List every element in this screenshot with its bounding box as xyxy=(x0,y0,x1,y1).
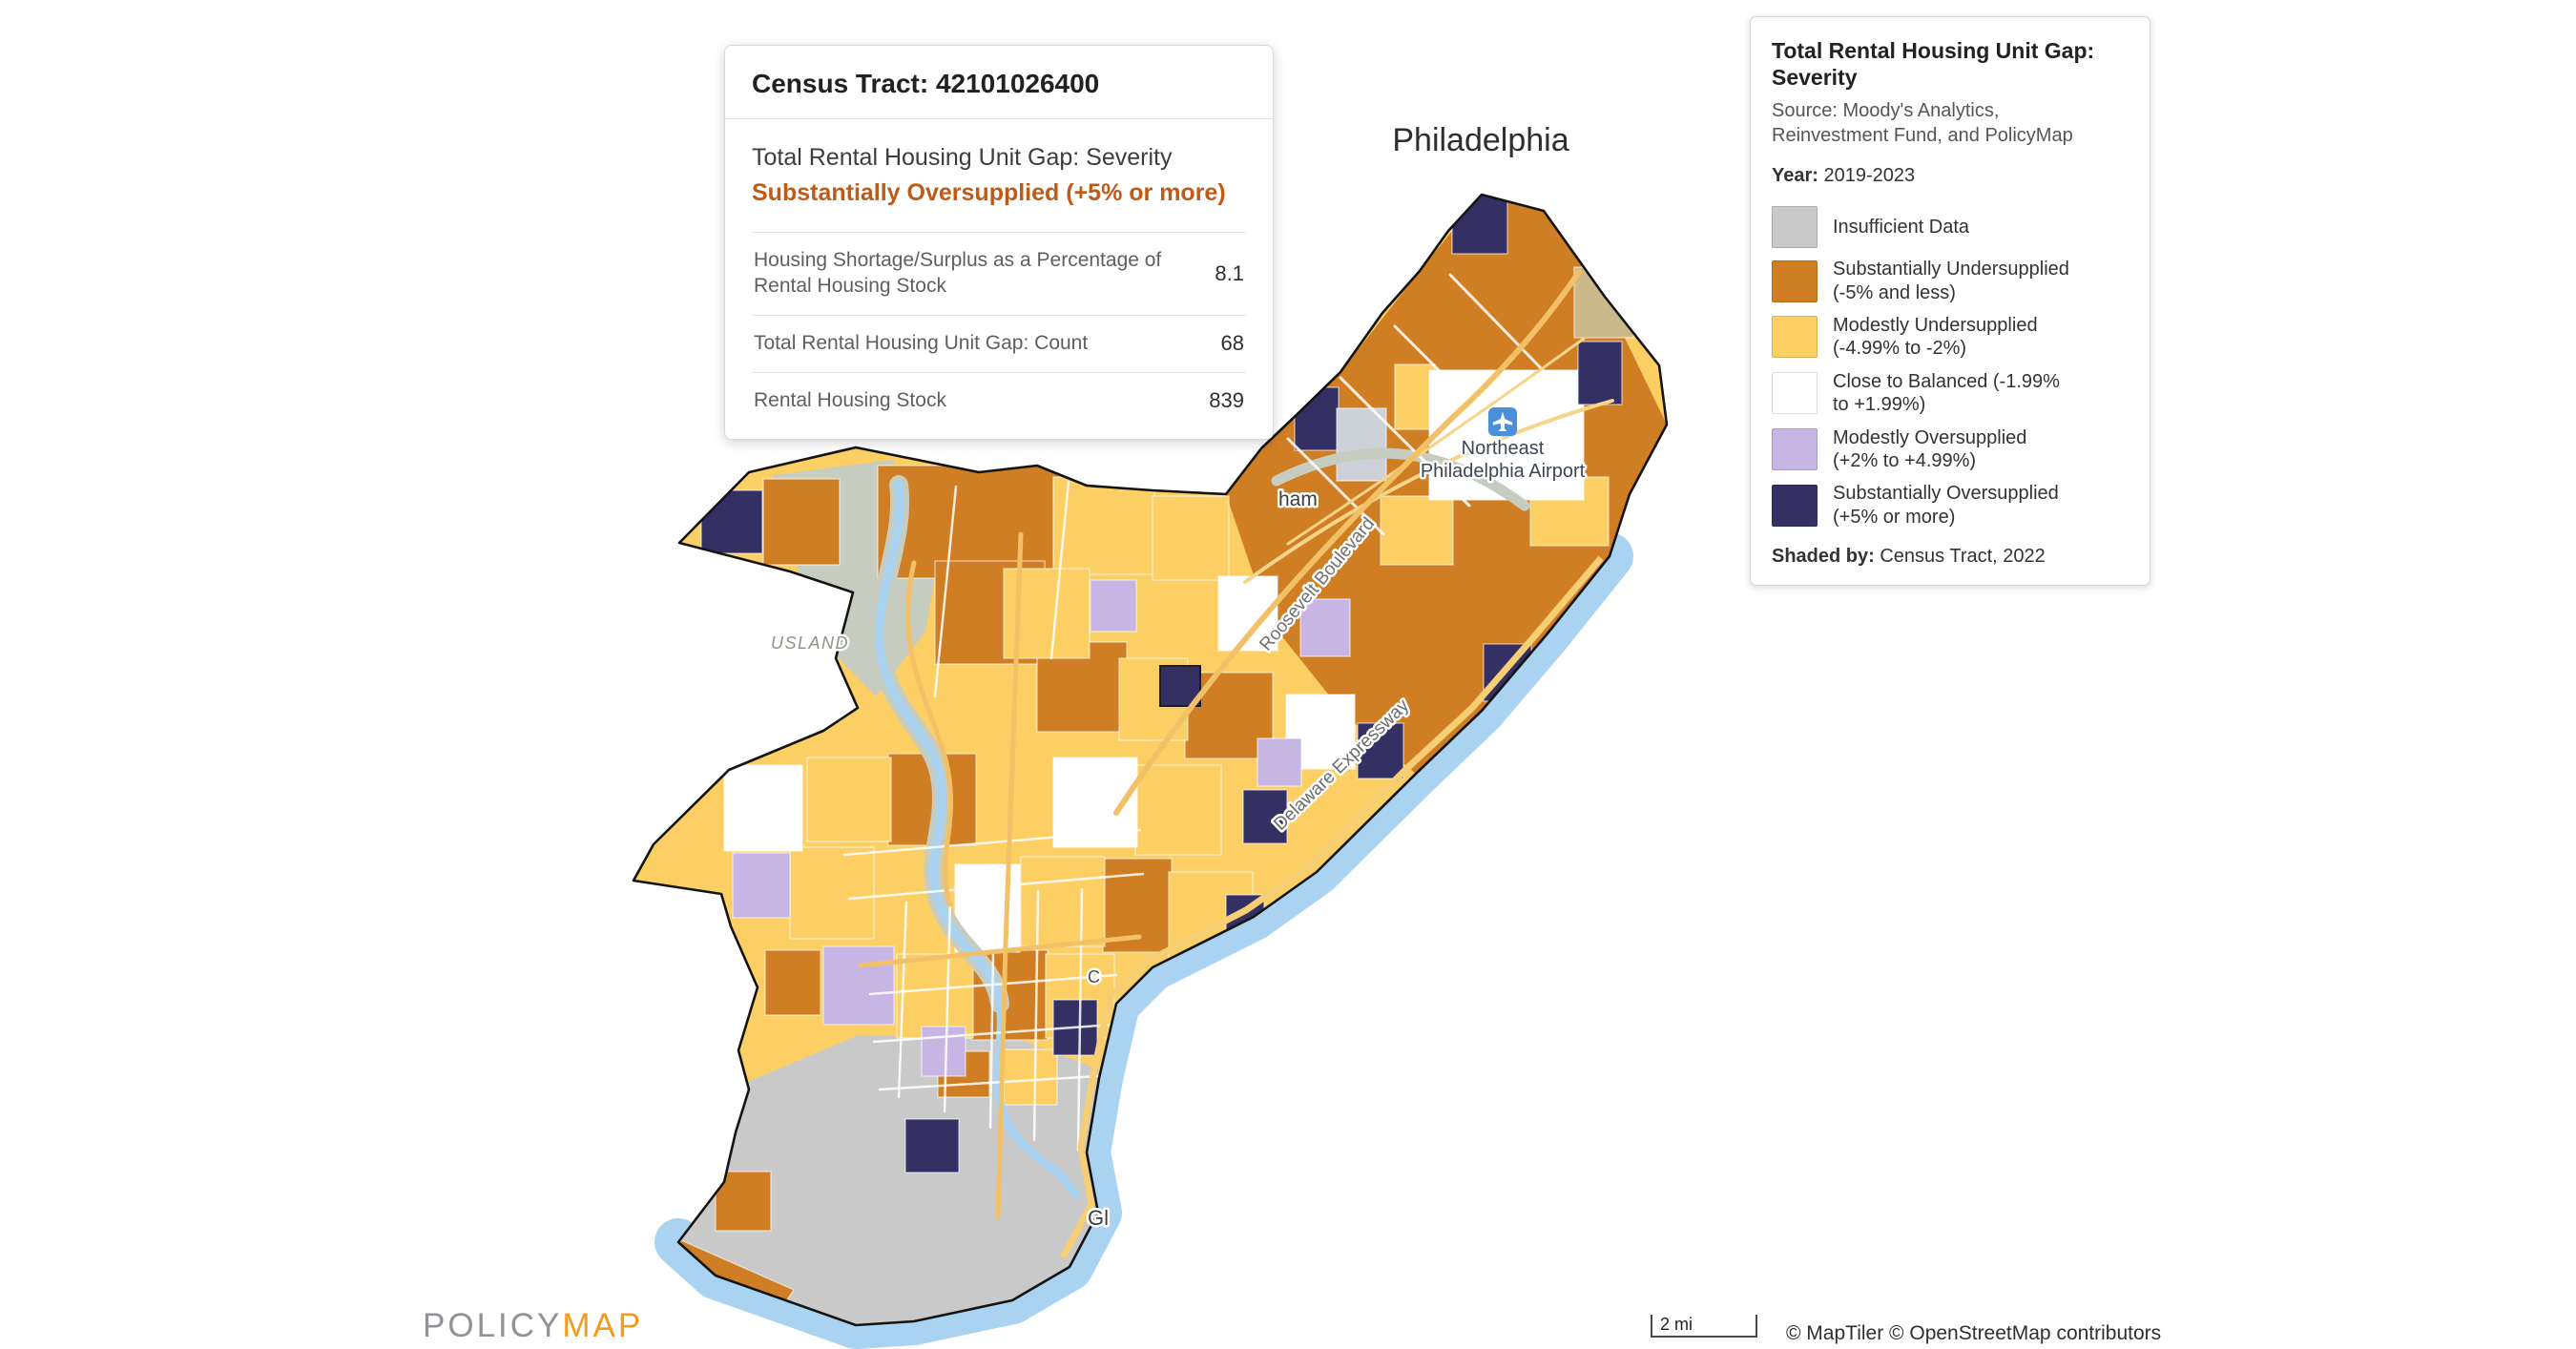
gloucester-partial-label: Gl xyxy=(1088,1206,1109,1230)
edge-t-partial-label: T xyxy=(1630,305,1640,324)
market-street xyxy=(858,934,1142,968)
legend-swatch xyxy=(1772,316,1818,359)
legend-item: Modestly Undersupplied (-4.99% to -2%) xyxy=(1772,314,2129,361)
legend-swatch xyxy=(1772,206,1818,249)
legend-swatch xyxy=(1772,427,1818,470)
tract-info-popup: Census Tract: 42101026400 Total Rental H… xyxy=(724,45,1274,440)
legend-swatch xyxy=(1772,484,1818,527)
shaded-by-label: Shaded by: xyxy=(1772,546,1875,568)
shaded-by-value: Census Tract, 2022 xyxy=(1874,546,2046,568)
policymap-logo[interactable]: POLICYMAP xyxy=(423,1307,643,1345)
map-viewport[interactable]: Philadelphia Northeast Philadelphia Airp… xyxy=(620,86,1698,1349)
scale-label: 2 mi xyxy=(1660,1315,1693,1334)
airport-icon xyxy=(1488,407,1517,436)
legend-year: Year: 2019-2023 xyxy=(1772,165,2129,187)
legend-item: Substantially Undersupplied (-5% and les… xyxy=(1772,258,2129,304)
map-canvas[interactable]: Philadelphia Northeast Philadelphia Airp… xyxy=(620,86,1698,1349)
legend-swatch xyxy=(1772,372,1818,415)
legend-item-label: Substantially Oversupplied (+5% or more) xyxy=(1833,483,2059,528)
i95-road xyxy=(1059,555,1604,1259)
legend-source: Source: Moody's Analytics, Reinvestment … xyxy=(1772,100,2073,147)
tract-blocks[interactable] xyxy=(665,181,1634,1325)
broad-street xyxy=(995,531,1024,1220)
row-value: 68 xyxy=(1220,331,1244,356)
city-boundary xyxy=(632,193,1669,1327)
legend-item-label: Modestly Oversupplied (+2% to +4.99%) xyxy=(1833,426,2027,471)
legend-item-label: Insufficient Data xyxy=(1833,216,1970,238)
table-row: Rental Housing Stock 839 xyxy=(752,371,1246,429)
popup-body: Total Rental Housing Unit Gap: Severity … xyxy=(725,119,1273,439)
row-label: Rental Housing Stock xyxy=(754,388,946,411)
table-row: Housing Shortage/Surplus as a Percentage… xyxy=(752,232,1246,315)
year-label: Year: xyxy=(1772,165,1818,187)
legend-item-label: Modestly Undersupplied (-4.99% to -2%) xyxy=(1833,314,2038,360)
usland-partial-label: USLAND xyxy=(771,633,849,653)
legend-title: Total Rental Housing Unit Gap: Severity xyxy=(1772,38,2095,90)
roosevelt-boulevard-road xyxy=(1113,269,1582,816)
legend-swatch xyxy=(1772,259,1818,302)
census-tracts-layer[interactable] xyxy=(634,181,1667,1326)
legend-item: Close to Balanced (-1.99% to +1.99%) xyxy=(1772,370,2129,417)
legend-shaded-by: Shaded by: Census Tract, 2022 xyxy=(1772,546,2129,568)
pennypack-creek xyxy=(1271,447,1530,511)
roads-layer xyxy=(842,269,1614,1259)
city-label: Philadelphia xyxy=(1392,122,1568,158)
legend-item: Insufficient Data xyxy=(1772,206,2129,249)
camden-partial-label: C xyxy=(1088,967,1100,986)
legend-item: Substantially Oversupplied (+5% or more) xyxy=(1772,482,2129,529)
legend-item-label: Close to Balanced (-1.99% to +1.99%) xyxy=(1833,370,2060,416)
metric-value: Substantially Oversupplied (+5% or more) xyxy=(752,179,1226,206)
edge-b-partial-label: B xyxy=(1624,275,1635,294)
legend-item-label: Substantially Undersupplied (-5% and les… xyxy=(1833,259,2069,303)
logo-map-text: MAP xyxy=(562,1307,644,1344)
scale-bar: 2 mi xyxy=(1651,1315,1757,1338)
legend-item: Modestly Oversupplied (+2% to +4.99%) xyxy=(1772,426,2129,473)
map-attribution[interactable]: © MapTiler © OpenStreetMap contributors xyxy=(1786,1322,2162,1344)
map-legend-panel: Total Rental Housing Unit Gap: Severity … xyxy=(1750,16,2150,587)
airport-label-line2: Philadelphia Airport xyxy=(1421,461,1586,482)
row-label: Total Rental Housing Unit Gap: Count xyxy=(754,331,1089,354)
year-value: 2019-2023 xyxy=(1818,165,1916,187)
popup-rows: Housing Shortage/Surplus as a Percentage… xyxy=(752,232,1246,429)
airport-label-line1: Northeast xyxy=(1462,438,1545,459)
logo-policy-text: POLICY xyxy=(423,1307,563,1344)
table-row: Total Rental Housing Unit Gap: Count 68 xyxy=(752,314,1246,372)
cheltenham-partial-label: ham xyxy=(1278,488,1318,510)
row-value: 839 xyxy=(1209,388,1244,413)
popup-header: Census Tract: 42101026400 xyxy=(725,46,1273,119)
row-value: 8.1 xyxy=(1215,260,1244,285)
row-label: Housing Shortage/Surplus as a Percentage… xyxy=(754,249,1162,297)
schuylkill-expressway xyxy=(905,560,953,907)
metric-title: Total Rental Housing Unit Gap: Severity xyxy=(752,144,1173,171)
